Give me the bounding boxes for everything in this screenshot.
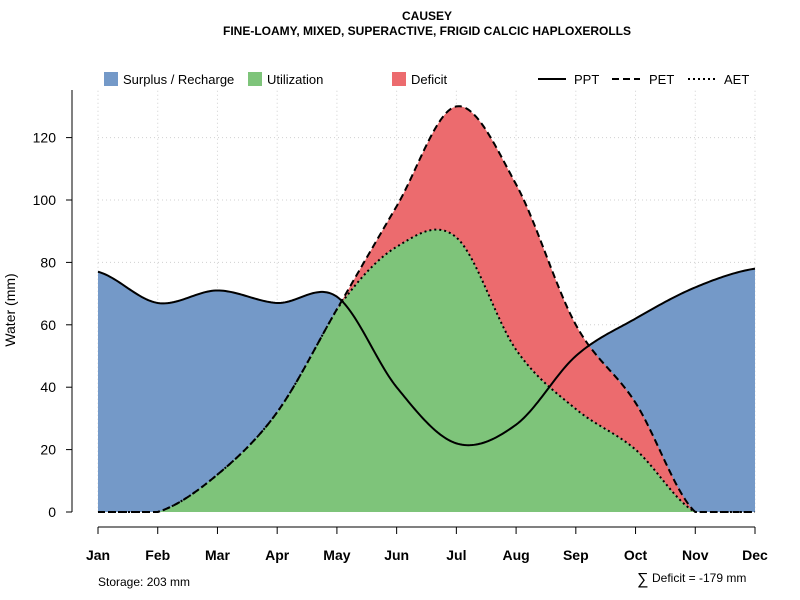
area-deficit (98, 106, 755, 513)
legend-label-utilization: Utilization (267, 72, 323, 87)
x-tick-label: Jul (446, 547, 466, 563)
legend-label-pet: PET (649, 72, 674, 87)
x-tick-label: Oct (624, 547, 648, 563)
series-line-ppt (97, 267, 756, 447)
y-tick-label: 40 (40, 379, 56, 395)
deficit-sum-symbol: ∑ (637, 571, 648, 588)
area-utilization (98, 229, 755, 513)
area-fills (98, 106, 755, 513)
axes: 0 20 40 60 80 100 120 Jan Feb Mar Apr May Jun Jul Aug S… (33, 90, 768, 563)
x-tick-label: Feb (145, 547, 170, 563)
y-tick-label: 20 (40, 442, 56, 458)
x-tick-label: May (323, 547, 350, 563)
y-tick-label: 60 (40, 317, 56, 333)
series-line-pet (98, 105, 755, 513)
legend-label-surplus: Surplus / Recharge (123, 72, 234, 87)
chart-title: CAUSEY (402, 9, 452, 23)
y-tick-label: 120 (33, 130, 57, 146)
y-tick-label: 80 (40, 254, 56, 270)
y-tick-label: 100 (33, 192, 57, 208)
legend: Surplus / Recharge Utilization Deficit P… (104, 72, 749, 87)
x-tick-label: Dec (742, 547, 768, 563)
legend-swatch-surplus (104, 72, 118, 86)
legend-label-aet: AET (724, 72, 749, 87)
chart-subtitle: FINE-LOAMY, MIXED, SUPERACTIVE, FRIGID C… (223, 24, 631, 38)
legend-swatch-deficit (392, 72, 406, 86)
x-tick-label: Jan (86, 547, 110, 563)
x-tick-label: Sep (563, 547, 589, 563)
legend-label-deficit: Deficit (411, 72, 448, 87)
legend-label-ppt: PPT (574, 72, 599, 87)
x-tick-label: Jun (384, 547, 409, 563)
x-tick-label: Apr (265, 547, 290, 563)
y-tick-label: 0 (48, 504, 56, 520)
legend-swatch-utilization (248, 72, 262, 86)
storage-annotation: Storage: 203 mm (98, 575, 190, 589)
x-tick-label: Mar (205, 547, 230, 563)
series-lines (97, 105, 756, 513)
y-axis-label: Water (mm) (2, 273, 18, 346)
deficit-annotation: Deficit = -179 mm (652, 571, 746, 585)
x-tick-label: Nov (682, 547, 709, 563)
x-tick-label: Aug (502, 547, 529, 563)
